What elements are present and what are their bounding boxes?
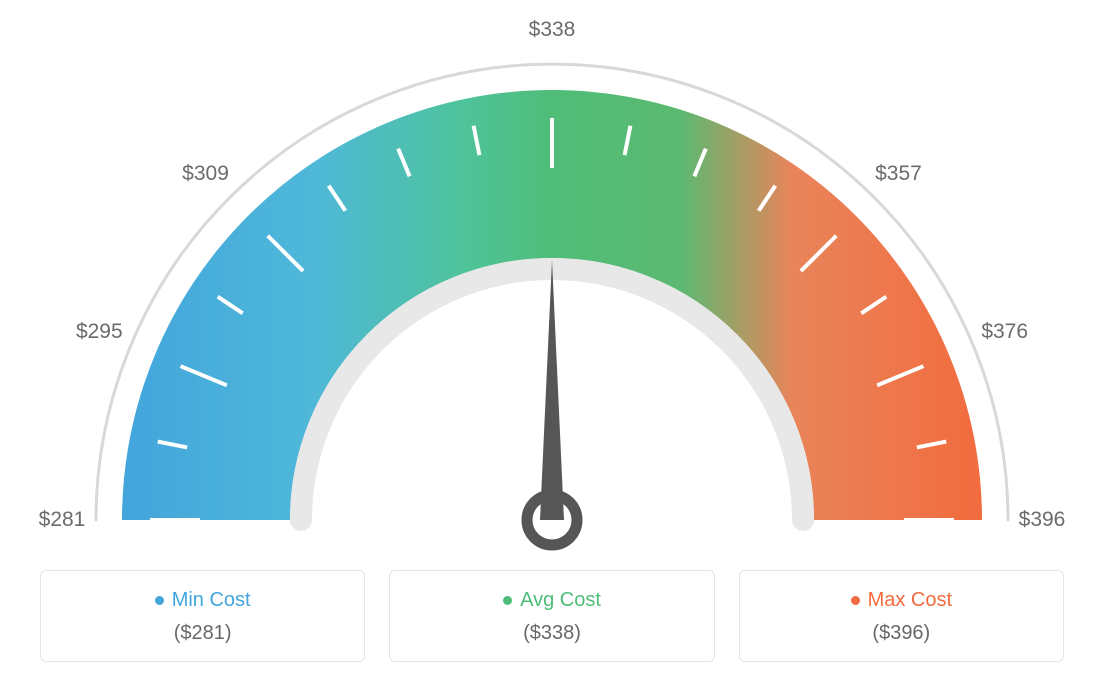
legend-title-avg: Avg Cost (503, 589, 601, 612)
legend-label-avg: Avg Cost (520, 589, 601, 612)
legend-title-max: Max Cost (851, 589, 952, 612)
legend-value-max: ($396) (750, 622, 1053, 645)
gauge-tick-label: $309 (182, 162, 229, 186)
gauge-tick-label: $338 (529, 18, 576, 42)
legend-label-max: Max Cost (868, 589, 952, 612)
gauge-tick-label: $396 (1019, 508, 1066, 532)
gauge-tick-label: $295 (76, 320, 123, 344)
legend-card-max: Max Cost ($396) (739, 570, 1064, 662)
gauge-chart: $281 $295 $309 $338 $357 $376 $396 (0, 0, 1104, 560)
gauge-tick-label: $281 (39, 508, 86, 532)
legend-title-min: Min Cost (155, 589, 251, 612)
legend-label-min: Min Cost (172, 589, 251, 612)
legend-value-avg: ($338) (400, 622, 703, 645)
gauge-svg (0, 0, 1104, 560)
legend-dot-avg (503, 596, 512, 605)
legend-row: Min Cost ($281) Avg Cost ($338) Max Cost… (0, 570, 1104, 662)
legend-dot-min (155, 596, 164, 605)
gauge-tick-label: $357 (875, 162, 922, 186)
legend-dot-max (851, 596, 860, 605)
gauge-tick-label: $376 (981, 320, 1028, 344)
legend-card-avg: Avg Cost ($338) (389, 570, 714, 662)
legend-value-min: ($281) (51, 622, 354, 645)
legend-card-min: Min Cost ($281) (40, 570, 365, 662)
